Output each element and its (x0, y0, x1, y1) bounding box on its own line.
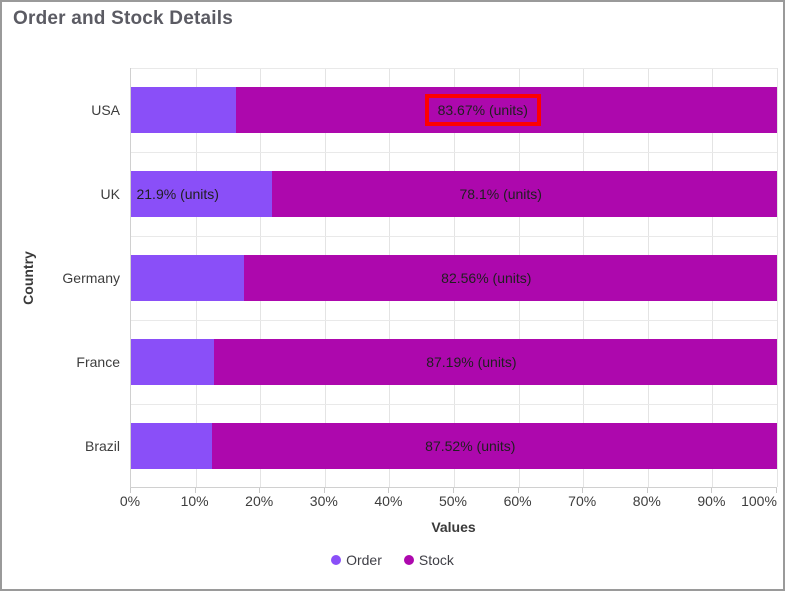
y-axis-label-uk: UK (100, 186, 120, 202)
gridline-vertical (777, 68, 778, 487)
legend-label: Order (346, 552, 382, 568)
x-axis-tickmark (194, 488, 196, 493)
x-tick-label: 50% (438, 493, 468, 509)
bar-france: 87.19% (units) (131, 339, 777, 385)
y-axis-label-brazil: Brazil (84, 438, 120, 454)
bar-usa: 83.67% (units) (131, 87, 777, 133)
gridline-horizontal (131, 236, 777, 237)
x-tick-label: 90% (697, 493, 726, 509)
legend-item-order[interactable]: Order (331, 552, 382, 568)
stock-segment-uk[interactable]: 78.1% (units) (272, 171, 777, 217)
y-axis-label-usa: USA (91, 102, 120, 118)
x-tick-label: 70% (568, 493, 597, 509)
bar-uk: 21.9% (units) 78.1% (units) (131, 171, 777, 217)
chart-title: Order and Stock Details (13, 8, 234, 29)
gridline-horizontal (131, 320, 777, 321)
x-axis-tickmark (646, 488, 648, 493)
bar-data-label: 87.52% (units) (425, 438, 516, 454)
bar-data-label: 87.19% (units) (426, 354, 517, 370)
x-axis-tickmark (388, 488, 390, 493)
x-tick-label: 10% (180, 493, 209, 509)
x-axis-tickmark (776, 488, 777, 493)
highlighted-bar-data-label: 83.67% (units) (424, 94, 541, 126)
stock-segment-germany[interactable]: 82.56% (units) (243, 255, 777, 301)
order-segment-usa[interactable] (131, 87, 237, 133)
bar-data-label: 78.1% (units) (459, 186, 542, 202)
x-axis-tickmark (517, 488, 519, 493)
order-legend-marker-icon (331, 555, 342, 565)
x-axis-tickmark (259, 488, 261, 493)
x-axis-tickmark (323, 488, 325, 493)
legend: Order Stock (2, 552, 783, 568)
order-segment-germany[interactable] (131, 255, 244, 301)
y-axis-label-germany: Germany (62, 270, 120, 286)
x-tick-label: 30% (309, 493, 338, 509)
bar-data-label: 21.9% (units) (136, 186, 219, 202)
x-tick-label: 0% (119, 493, 141, 509)
order-segment-france[interactable] (131, 339, 214, 385)
x-tick-label: 40% (374, 493, 403, 509)
x-axis-tickmark (582, 488, 584, 493)
gridline-horizontal (131, 152, 777, 153)
plot-area: 83.67% (units) 21.9% (units) 78.1% (units)… (130, 68, 778, 488)
bar-germany: 82.56% (units) (131, 255, 777, 301)
bar-data-label: 82.56% (units) (441, 270, 532, 286)
y-axis-label-france: France (76, 354, 120, 370)
x-tick-label: 80% (632, 493, 661, 509)
gridline-horizontal (131, 404, 777, 405)
order-segment-brazil[interactable] (131, 423, 212, 469)
legend-item-stock[interactable]: Stock (403, 552, 454, 568)
stock-segment-brazil[interactable]: 87.52% (units) (211, 423, 777, 469)
stock-segment-usa[interactable]: 83.67% (units) (236, 87, 777, 133)
bar-brazil: 87.52% (units) (131, 423, 777, 469)
x-axis-tickmark (711, 488, 713, 493)
x-axis-tickmark (453, 488, 454, 493)
stock-segment-france[interactable]: 87.19% (units) (213, 339, 777, 385)
order-segment-uk[interactable]: 21.9% (units) (131, 171, 273, 217)
x-tick-label: 20% (245, 493, 274, 509)
x-axis-title: Values (431, 519, 476, 535)
stock-legend-marker-icon (403, 555, 414, 565)
gridline-horizontal (131, 68, 777, 69)
x-tick-label: 60% (503, 493, 532, 509)
legend-label: Stock (418, 552, 454, 568)
x-axis-tickmark (130, 488, 131, 493)
x-tick-label: 100% (741, 493, 777, 509)
